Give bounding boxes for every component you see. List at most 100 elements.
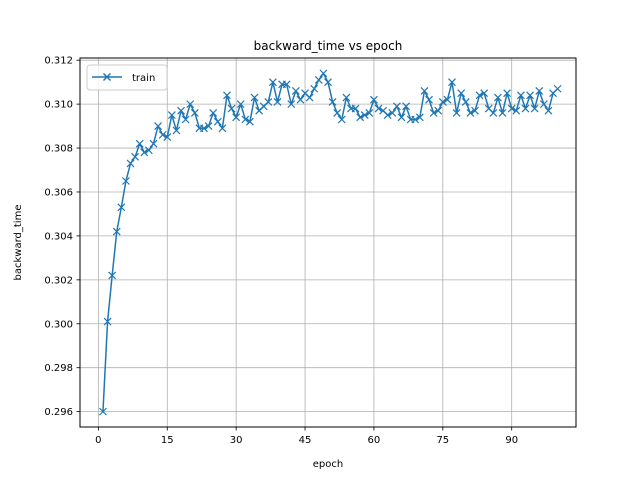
data-point-marker [117, 203, 126, 212]
data-point-marker [494, 93, 502, 102]
grid-layer [80, 58, 576, 427]
data-point-marker [507, 104, 516, 113]
data-point-marker [227, 104, 236, 113]
data-point-marker [553, 84, 562, 93]
data-point-marker [135, 139, 144, 148]
data-point-marker [425, 95, 433, 104]
x-tick-label: 30 [230, 435, 243, 446]
data-point-marker [319, 69, 328, 78]
data-point-marker [273, 98, 282, 106]
data-point-marker [163, 133, 172, 141]
data-point-marker [296, 95, 305, 104]
series-line-train [102, 72, 559, 412]
data-point-marker [209, 108, 218, 117]
data-point-marker [448, 78, 456, 87]
data-point-marker [356, 113, 365, 122]
x-tick-label: 90 [505, 435, 518, 446]
data-point-marker [99, 407, 107, 416]
data-point-marker [223, 91, 231, 100]
y-tick-label: 0.312 [44, 56, 73, 67]
data-point-marker [530, 104, 539, 113]
data-point-marker [512, 106, 521, 115]
data-point-marker [337, 115, 346, 124]
data-point-marker [149, 139, 158, 148]
data-point-marker [342, 93, 351, 102]
data-point-marker [475, 91, 484, 100]
data-point-marker [108, 271, 117, 280]
y-tick-label: 0.308 [44, 144, 73, 155]
data-point-marker [415, 113, 424, 122]
data-point-marker [544, 106, 553, 115]
x-tick-label: 0 [95, 435, 101, 446]
data-point-marker [360, 111, 369, 120]
data-point-marker [236, 100, 245, 109]
series-layer [99, 69, 562, 416]
data-point-marker [374, 104, 383, 113]
data-point-marker [287, 100, 296, 109]
plot-frame [79, 57, 577, 428]
data-point-marker [503, 89, 512, 98]
y-tick-label: 0.310 [44, 100, 73, 111]
data-point-marker [232, 113, 241, 122]
y-tick-label: 0.302 [44, 275, 73, 286]
x-axis-title: epoch [313, 459, 343, 470]
data-point-marker [310, 84, 319, 93]
data-point-marker [250, 93, 259, 102]
data-point-marker [291, 87, 300, 95]
data-point-marker [204, 122, 213, 131]
legend-box [86, 64, 168, 91]
data-point-marker [103, 317, 112, 326]
data-point-marker [471, 106, 479, 115]
data-point-marker [402, 102, 410, 111]
x-tick-label: 75 [436, 435, 449, 446]
ticks-layer: 0 15 30 45 60 75 90 0.296 0.298 0.300 0.302 0.304 0.… [44, 56, 518, 446]
data-point-marker [112, 227, 121, 236]
data-point-marker [177, 106, 185, 115]
data-point-marker [154, 122, 162, 131]
data-point-marker [200, 124, 208, 133]
data-point-marker [411, 115, 420, 124]
data-point-marker [365, 108, 374, 117]
data-point-marker [521, 104, 530, 113]
data-point-marker [370, 95, 378, 104]
data-point-marker [268, 78, 277, 87]
data-point-marker [498, 108, 507, 117]
data-point-marker [122, 177, 130, 185]
data-point-marker [158, 130, 167, 139]
chart-title: backward_time vs epoch [254, 39, 403, 53]
data-point-marker [535, 87, 544, 95]
data-point-marker [190, 108, 199, 117]
data-point-marker [388, 108, 397, 117]
data-point-marker [172, 126, 181, 135]
y-tick-label: 0.296 [44, 407, 73, 418]
data-point-marker [443, 95, 452, 104]
data-point-marker [305, 93, 314, 102]
data-point-marker [333, 108, 342, 117]
y-tick-label: 0.304 [44, 231, 73, 242]
legend-marker-swatch [102, 72, 112, 82]
data-point-marker [351, 104, 360, 113]
data-point-marker [167, 111, 176, 120]
legend-label-train: train [132, 73, 155, 84]
data-point-marker [434, 106, 443, 115]
x-tick-label: 45 [299, 435, 312, 446]
data-point-marker [324, 78, 332, 87]
data-point-marker [452, 108, 461, 117]
data-point-marker [526, 91, 534, 100]
data-point-marker [539, 100, 548, 109]
data-point-marker [466, 108, 475, 117]
data-point-marker [126, 159, 135, 168]
legend: train [86, 64, 168, 91]
x-tick-label: 60 [368, 435, 381, 446]
data-point-marker [213, 117, 222, 126]
y-tick-label: 0.306 [44, 187, 73, 198]
data-point-marker [489, 108, 498, 117]
data-point-marker [264, 98, 273, 106]
data-point-marker [480, 89, 489, 98]
data-point-marker [328, 98, 337, 106]
data-point-marker [397, 113, 406, 122]
data-point-marker [181, 115, 190, 124]
data-point-marker [516, 91, 525, 100]
data-point-marker [131, 152, 140, 161]
